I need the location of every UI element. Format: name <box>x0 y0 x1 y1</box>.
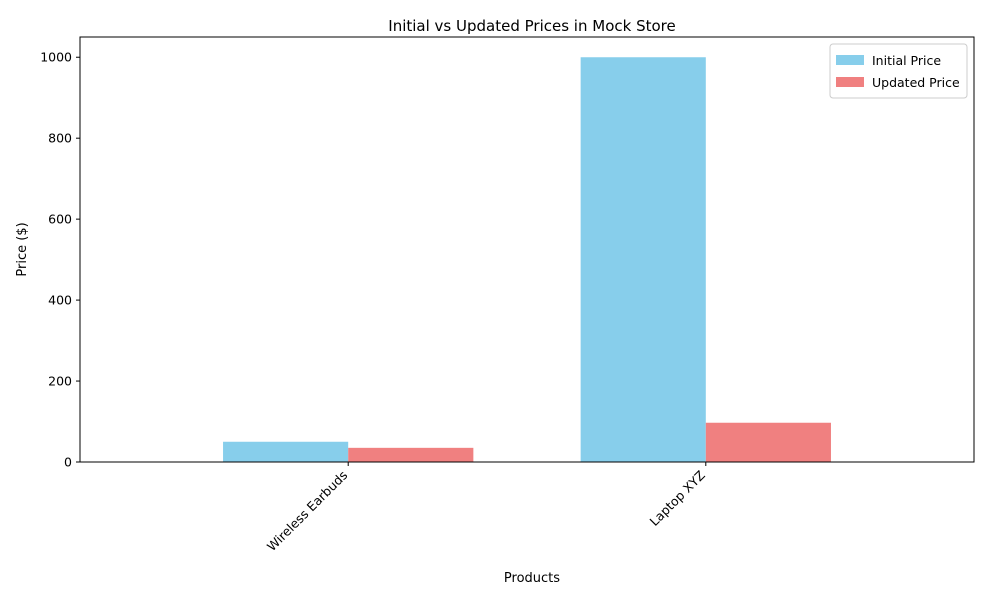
y-axis: 0 200 400 600 800 1000 <box>40 50 80 470</box>
bar-0-1 <box>580 57 706 463</box>
legend-entry-label: Updated Price <box>872 75 960 90</box>
x-tick-label: Laptop XYZ <box>647 468 708 529</box>
bar-1-0 <box>348 447 474 462</box>
y-tick-label: 200 <box>48 374 72 389</box>
bars-layer <box>223 57 831 463</box>
legend-box <box>829 43 968 99</box>
y-tick-label: 0 <box>64 455 72 470</box>
plot-frame <box>79 36 975 463</box>
chart-title: Initial vs Updated Prices in Mock Store <box>388 17 675 35</box>
legend-swatch <box>836 55 864 65</box>
x-axis-label: Products <box>504 571 560 586</box>
y-tick-label: 600 <box>48 212 72 227</box>
y-tick-label: 1000 <box>40 50 72 65</box>
y-tick-label: 400 <box>48 293 72 308</box>
legend: Initial Price Updated Price <box>829 43 968 99</box>
bar-1-1 <box>705 422 831 462</box>
bar-0-0 <box>223 441 349 462</box>
y-tick-label: 800 <box>48 131 72 146</box>
legend-swatch <box>836 77 864 87</box>
x-tick-label: Wireless Earbuds <box>264 468 350 554</box>
x-axis: Wireless Earbuds Laptop XYZ <box>264 462 708 554</box>
legend-entry-label: Initial Price <box>872 53 941 68</box>
y-axis-label: Price ($) <box>15 222 30 276</box>
